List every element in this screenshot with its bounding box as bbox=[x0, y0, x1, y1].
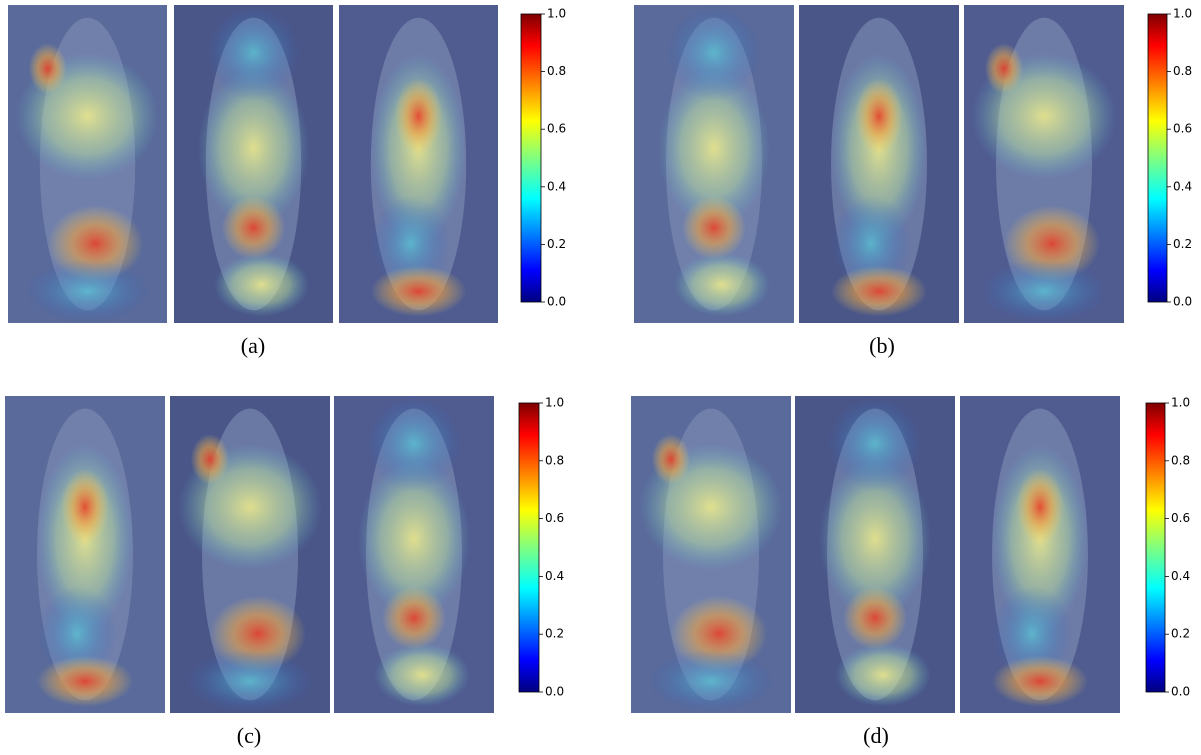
colorbar-tick-label: 0.0 bbox=[547, 295, 566, 309]
colorbar-tick-label: 0.8 bbox=[1171, 453, 1190, 467]
attention-blob bbox=[61, 469, 109, 545]
heatmap-image bbox=[795, 396, 955, 713]
colorbar-tick-label: 0.8 bbox=[1173, 64, 1192, 78]
panel-caption: (d) bbox=[863, 723, 889, 748]
colorbar-tick-label: 0.6 bbox=[1173, 122, 1192, 136]
attention-blob bbox=[666, 5, 762, 100]
colorbar-tick-label: 0.2 bbox=[1171, 627, 1190, 641]
heatmap-image bbox=[964, 5, 1124, 323]
attention-blob bbox=[1016, 469, 1064, 545]
colorbar bbox=[1148, 14, 1167, 302]
colorbar bbox=[1146, 403, 1165, 692]
colorbar-tick-label: 1.0 bbox=[1173, 7, 1192, 21]
heatmap-image bbox=[960, 396, 1120, 713]
colorbar-tick-label: 1.0 bbox=[545, 396, 564, 410]
heatmap-image bbox=[8, 5, 167, 323]
attention-blob bbox=[395, 78, 443, 154]
panel-caption: (a) bbox=[241, 333, 265, 358]
colorbar-tick-label: 0.8 bbox=[545, 453, 564, 467]
attention-blob bbox=[382, 586, 446, 649]
heatmap-image bbox=[339, 5, 498, 323]
heatmap-image bbox=[334, 396, 494, 713]
attention-blob bbox=[980, 259, 1108, 323]
heatmap-image bbox=[174, 5, 333, 323]
attention-blob bbox=[24, 259, 151, 323]
attention-blob bbox=[652, 434, 690, 485]
attention-blob bbox=[843, 586, 907, 649]
attention-blob bbox=[835, 643, 931, 706]
heatmap-image bbox=[631, 396, 791, 713]
attention-blob bbox=[855, 78, 903, 154]
colorbar-tick-label: 0.0 bbox=[545, 685, 564, 699]
colorbar-tick-label: 0.6 bbox=[545, 511, 564, 525]
colorbar-tick-label: 0.2 bbox=[547, 237, 566, 251]
attention-blob bbox=[992, 656, 1088, 707]
colorbar-tick-label: 1.0 bbox=[1171, 396, 1190, 410]
colorbar-tick-label: 0.0 bbox=[1171, 685, 1190, 699]
attention-blob bbox=[186, 650, 314, 713]
attention-blob bbox=[371, 266, 466, 317]
attention-blob bbox=[191, 434, 229, 485]
colorbar-tick-label: 0.6 bbox=[547, 122, 566, 136]
colorbar-tick-label: 0.2 bbox=[545, 627, 564, 641]
heatmap-image bbox=[170, 396, 330, 713]
heatmap-image bbox=[634, 5, 794, 323]
attention-blob bbox=[647, 650, 775, 713]
colorbar-tick-label: 1.0 bbox=[547, 7, 566, 21]
panel-caption: (b) bbox=[869, 333, 895, 358]
attention-blob bbox=[222, 196, 286, 260]
colorbar-tick-label: 0.4 bbox=[547, 179, 566, 193]
heatmap-image bbox=[799, 5, 959, 323]
figure: 0.0 0.2 0.4 0.6 0.8 1.0 (a) 0.0 0.2 0.4 0.6 0.8 1.0 (… bbox=[0, 0, 1201, 755]
colorbar bbox=[519, 403, 539, 692]
colorbar bbox=[521, 14, 541, 302]
colorbar-tick-label: 0.6 bbox=[1171, 511, 1190, 525]
attention-blob bbox=[682, 196, 746, 260]
attention-blob bbox=[214, 253, 309, 317]
attention-blob bbox=[37, 656, 133, 707]
attention-blob bbox=[366, 396, 462, 491]
attention-blob bbox=[985, 43, 1023, 94]
colorbar-tick-label: 0.0 bbox=[1173, 295, 1192, 309]
colorbar-tick-label: 0.4 bbox=[545, 569, 564, 583]
attention-blob bbox=[374, 643, 470, 706]
colorbar-tick-label: 0.4 bbox=[1171, 569, 1190, 583]
panel-caption: (c) bbox=[237, 723, 261, 748]
colorbar-tick-label: 0.4 bbox=[1173, 179, 1192, 193]
attention-blob bbox=[674, 253, 770, 317]
attention-blob bbox=[831, 266, 927, 317]
colorbar-tick-label: 0.8 bbox=[547, 64, 566, 78]
attention-blob bbox=[827, 396, 923, 491]
attention-blob bbox=[29, 43, 67, 94]
colorbar-tick-label: 0.2 bbox=[1173, 237, 1192, 251]
attention-blob bbox=[206, 5, 301, 100]
heatmap-image bbox=[5, 396, 165, 713]
